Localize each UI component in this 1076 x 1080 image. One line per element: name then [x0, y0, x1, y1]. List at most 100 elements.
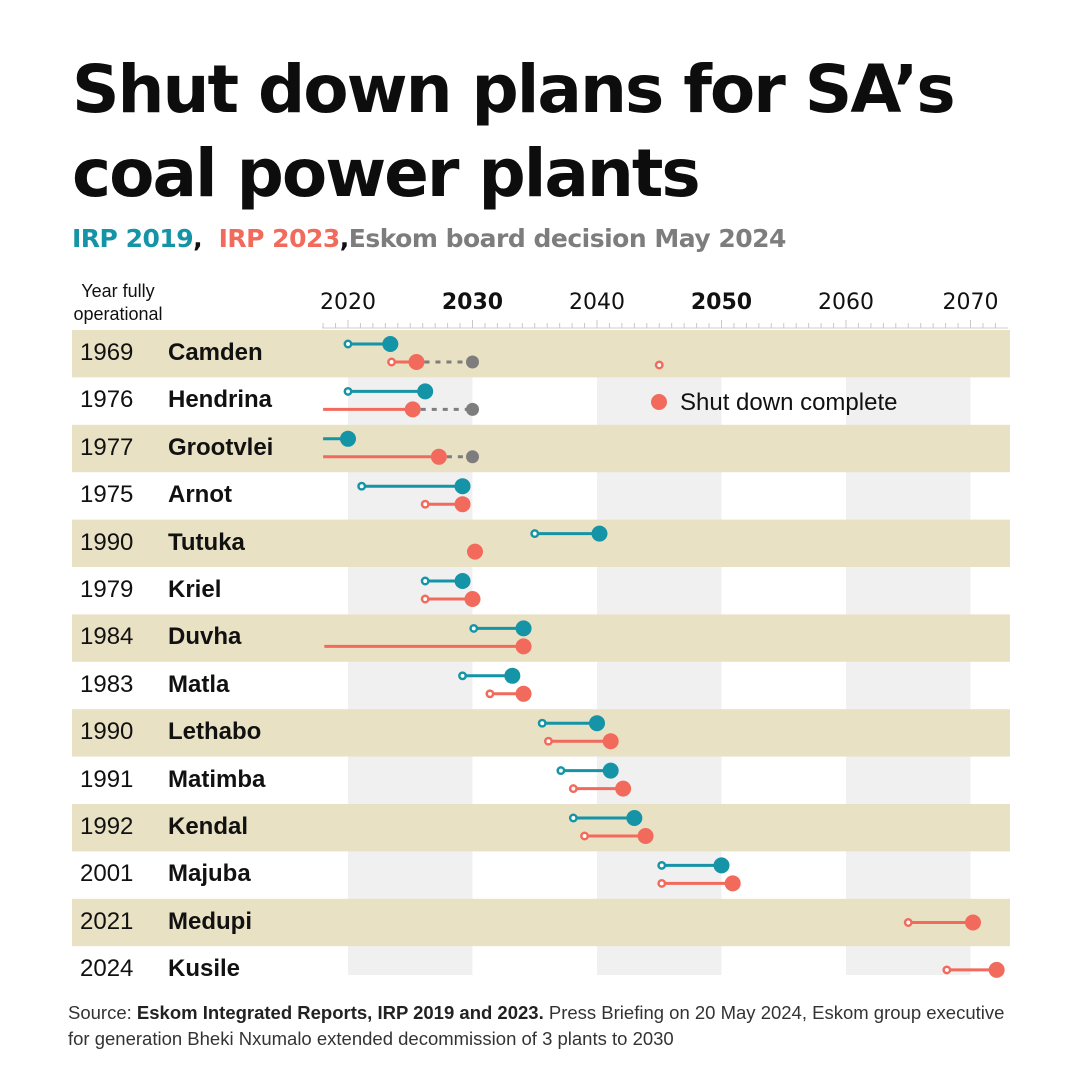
subtitle-separator: ,: [339, 224, 350, 253]
chart-subtitle: IRP 2019, IRP 2023,Eskom board decision …: [72, 224, 786, 253]
irp2023-start-dot: [580, 831, 589, 841]
irp2019-start-dot: [568, 813, 578, 823]
irp2019-start-dot: [530, 529, 540, 539]
subtitle-separator: ,: [193, 224, 203, 253]
plant-year: 1991: [80, 765, 134, 793]
irp2019-start-dot: [357, 481, 367, 491]
irp2023-start-dot: [387, 357, 397, 367]
irp2019-start-dot: [343, 386, 353, 396]
irp2023-end-dot: [466, 543, 483, 560]
plant-year: 1969: [80, 339, 134, 366]
plant-year: 1975: [80, 481, 134, 509]
irp2023-start-dot: [568, 784, 578, 794]
irp2023-end-dot: [515, 638, 532, 655]
plant-name: Grootvlei: [168, 433, 274, 461]
plant-name: Tutuka: [168, 528, 245, 556]
irp2023-start-dot: [903, 918, 913, 927]
x-tick-label: 2040: [569, 290, 625, 315]
legend-irp2023: IRP 2023: [218, 224, 341, 253]
plant-name: Kendal: [168, 813, 249, 840]
row-band: [72, 424, 1010, 473]
irp2023-end-dot: [988, 961, 1005, 978]
eskom-end-dot: [466, 450, 479, 464]
plant-year: 2024: [80, 955, 134, 983]
row-band: [72, 709, 1010, 757]
irp2023-end-dot: [602, 733, 619, 750]
irp2023-start-dot: [420, 499, 430, 509]
plant-name: Majuba: [168, 860, 251, 888]
irp2023-start-dot: [485, 689, 495, 699]
irp2019-end-dot: [340, 430, 356, 447]
irp2019-end-dot: [515, 620, 532, 637]
irp2019-end-dot: [591, 525, 608, 542]
source-rest: Press Briefing on 20 May 2024, Eskom gro…: [68, 1002, 1005, 1049]
row-band: [72, 519, 1010, 567]
plant-year: 1976: [80, 386, 134, 414]
row-band: [72, 804, 1010, 852]
plant-year: 2001: [80, 860, 134, 888]
eskom-end-dot: [466, 355, 479, 369]
source-prefix: Source:: [68, 1002, 137, 1023]
irp2019-start-dot: [657, 860, 667, 870]
irp2023-end-dot: [454, 496, 471, 513]
legend-irp2019: IRP 2019: [72, 224, 194, 253]
plant-year: 1977: [80, 433, 134, 461]
plant-name: Hendrina: [168, 386, 273, 414]
plant-name: Matla: [168, 670, 230, 698]
irp2019-start-dot: [343, 339, 353, 349]
x-tick-label: 2020: [320, 290, 376, 315]
irp2023-end-dot: [464, 591, 481, 607]
irp2019-end-dot: [382, 336, 399, 352]
plant-year: 2021: [80, 907, 134, 935]
irp2023-end-dot: [515, 685, 532, 702]
irp2019-start-dot: [458, 671, 467, 681]
irp2019-end-dot: [454, 478, 471, 495]
plant-name: Arnot: [168, 481, 232, 509]
row-band: [72, 330, 1010, 378]
irp2019-end-dot: [589, 715, 605, 732]
legend-shutdown-dot: [651, 394, 667, 410]
row-band: [72, 614, 1010, 662]
eskom-end-dot: [466, 402, 479, 416]
irp2023-extra-point: [654, 360, 664, 370]
irp2023-start-dot: [420, 594, 430, 604]
irp2023-end-dot: [637, 828, 654, 844]
irp2019-end-dot: [454, 573, 471, 589]
irp2023-start-dot: [657, 878, 667, 888]
irp2019-start-dot: [469, 623, 479, 633]
year-column-header: Year fully operational: [73, 281, 163, 324]
plant-name: Camden: [168, 339, 263, 366]
irp2023-end-dot: [430, 448, 447, 465]
x-tick-label: 2030: [442, 290, 503, 315]
x-tick-label: 2050: [691, 290, 752, 315]
irp2023-end-dot: [408, 354, 425, 370]
source-bold: Eskom Integrated Reports, IRP 2019 and 2…: [136, 1002, 544, 1023]
plant-name: Kriel: [168, 576, 222, 603]
irp2019-start-dot: [556, 766, 566, 776]
irp2019-end-dot: [504, 667, 521, 684]
irp2019-end-dot: [626, 810, 643, 826]
plant-name: Kusile: [168, 955, 241, 983]
plant-year: 1984: [80, 623, 134, 651]
irp2019-end-dot: [602, 762, 619, 779]
plant-name: Medupi: [168, 907, 252, 935]
plant-name: Matimba: [168, 765, 266, 793]
irp2023-end-dot: [964, 914, 981, 931]
irp2023-start-dot: [942, 965, 952, 975]
legend-eskom: Eskom board decision May 2024: [348, 224, 787, 253]
plant-name: Lethabo: [168, 718, 262, 746]
irp2019-end-dot: [713, 857, 730, 874]
plant-year: 1990: [80, 718, 134, 746]
irp2023-end-dot: [404, 401, 421, 418]
plant-year: 1992: [80, 813, 134, 840]
irp2023-end-dot: [724, 875, 741, 892]
chart-title: Shut down plans for SA’s coal power plan…: [72, 51, 956, 212]
irp2019-start-dot: [537, 718, 547, 728]
x-tick-label: 2070: [943, 290, 999, 315]
plant-year: 1979: [80, 576, 134, 603]
plant-name: Duvha: [168, 623, 242, 651]
legend-shutdown-label: Shut down complete: [680, 389, 897, 416]
irp2019-start-dot: [420, 576, 430, 586]
plant-year: 1990: [80, 528, 134, 556]
